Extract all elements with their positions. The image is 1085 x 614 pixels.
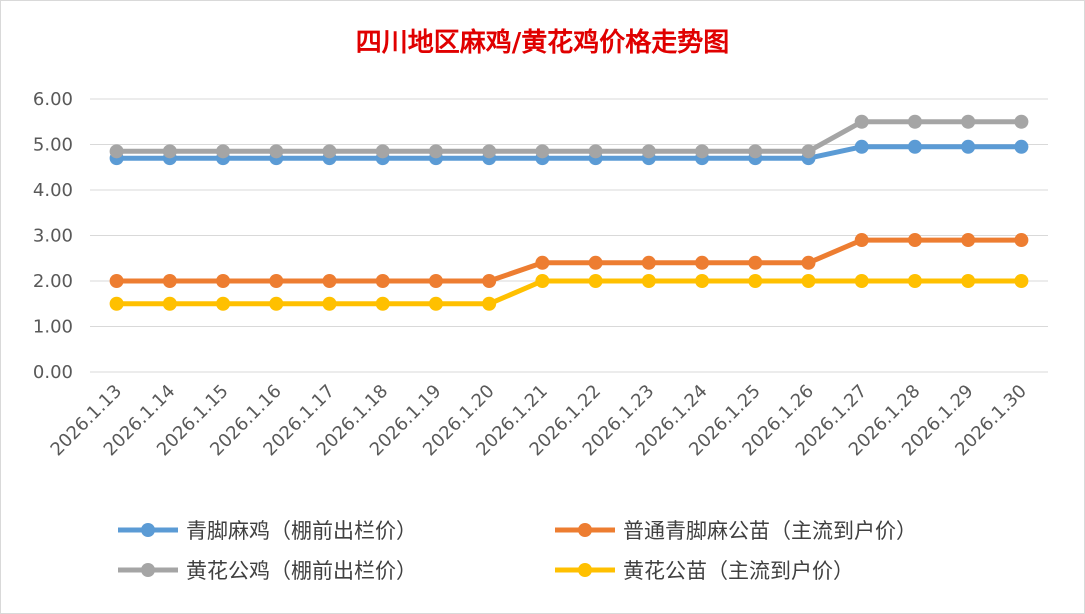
series-lines [109, 114, 1029, 311]
data-point [322, 296, 337, 311]
legend-label: 黄花公鸡（棚前出栏价） [186, 559, 417, 583]
data-point [907, 139, 922, 154]
series-line [116, 237, 1022, 284]
y-tick-label: 2.00 [33, 271, 73, 292]
data-point [428, 144, 443, 159]
legend-label: 普通青脚麻公苗（主流到户价） [623, 519, 917, 543]
legend-label: 青脚麻鸡（棚前出栏价） [186, 519, 417, 543]
data-point [216, 274, 231, 288]
data-point [961, 114, 976, 129]
data-point [375, 296, 390, 311]
series-line [116, 144, 1022, 161]
data-point [748, 255, 763, 270]
series-line [116, 278, 1022, 307]
data-point [109, 274, 124, 288]
series-2 [109, 114, 1029, 159]
data-point [695, 144, 710, 159]
data-point [109, 144, 124, 159]
data-point [961, 139, 976, 154]
y-tick-label: 0.00 [33, 362, 73, 383]
data-point [269, 274, 284, 288]
x-axis-ticks: 2026.1.132026.1.142026.1.152026.1.162026… [47, 381, 1031, 461]
y-tick-label: 3.00 [33, 226, 73, 247]
data-point [482, 274, 497, 288]
legend-item[interactable]: 普通青脚麻公苗（主流到户价） [555, 519, 917, 543]
data-point [588, 144, 603, 159]
data-point [375, 144, 390, 159]
data-point [1014, 114, 1029, 129]
data-point [961, 233, 976, 248]
chart-title: 四川地区麻鸡/黄花鸡价格走势图 [355, 28, 730, 58]
data-point [854, 233, 869, 248]
legend-marker [578, 523, 592, 537]
data-point [695, 274, 710, 288]
data-point [535, 144, 550, 159]
y-tick-label: 4.00 [33, 180, 73, 201]
legend-item[interactable]: 黄花公鸡（棚前出栏价） [118, 559, 417, 583]
data-point [641, 144, 656, 159]
data-point [482, 296, 497, 311]
series-line [116, 119, 1022, 154]
data-point [162, 144, 177, 159]
data-point [907, 114, 922, 129]
legend-label: 黄花公苗（主流到户价） [623, 559, 854, 583]
data-point [535, 274, 550, 288]
y-axis-ticks: 0.00 1.00 2.00 3.00 4.00 5.00 6.00 [33, 89, 73, 383]
data-point [535, 255, 550, 270]
data-point [907, 274, 922, 288]
legend-item[interactable]: 青脚麻鸡（棚前出栏价） [118, 519, 417, 543]
data-point [854, 114, 869, 129]
data-point [907, 233, 922, 248]
data-point [216, 296, 231, 311]
data-point [1014, 233, 1029, 248]
data-point [1014, 274, 1029, 288]
gridlines [90, 98, 1048, 373]
data-point [428, 274, 443, 288]
y-tick-label: 5.00 [33, 135, 73, 156]
data-point [801, 274, 816, 288]
data-point [109, 296, 124, 311]
data-point [162, 296, 177, 311]
data-point [588, 274, 603, 288]
data-point [854, 139, 869, 154]
legend-item[interactable]: 黄花公苗（主流到户价） [555, 559, 854, 583]
series-3 [109, 274, 1029, 311]
data-point [269, 296, 284, 311]
data-point [322, 144, 337, 159]
data-point [961, 274, 976, 288]
data-point [375, 274, 390, 288]
data-point [641, 255, 656, 270]
y-tick-label: 6.00 [33, 89, 73, 110]
data-point [801, 255, 816, 270]
data-point [162, 274, 177, 288]
data-point [695, 255, 710, 270]
legend-marker [578, 563, 592, 577]
data-point [801, 144, 816, 159]
series-1 [109, 233, 1029, 288]
data-point [216, 144, 231, 159]
legend-marker [141, 563, 155, 577]
data-point [588, 255, 603, 270]
legend: 青脚麻鸡（棚前出栏价） 普通青脚麻公苗（主流到户价） 黄花公鸡（棚前出栏价） 黄花公苗… [118, 519, 917, 583]
data-point [269, 144, 284, 159]
data-point [322, 274, 337, 288]
y-tick-label: 1.00 [33, 317, 73, 338]
data-point [641, 274, 656, 288]
legend-marker [141, 523, 155, 537]
data-point [428, 296, 443, 311]
data-point [1014, 139, 1029, 154]
data-point [748, 144, 763, 159]
data-point [854, 274, 869, 288]
data-point [482, 144, 497, 159]
data-point [748, 274, 763, 288]
